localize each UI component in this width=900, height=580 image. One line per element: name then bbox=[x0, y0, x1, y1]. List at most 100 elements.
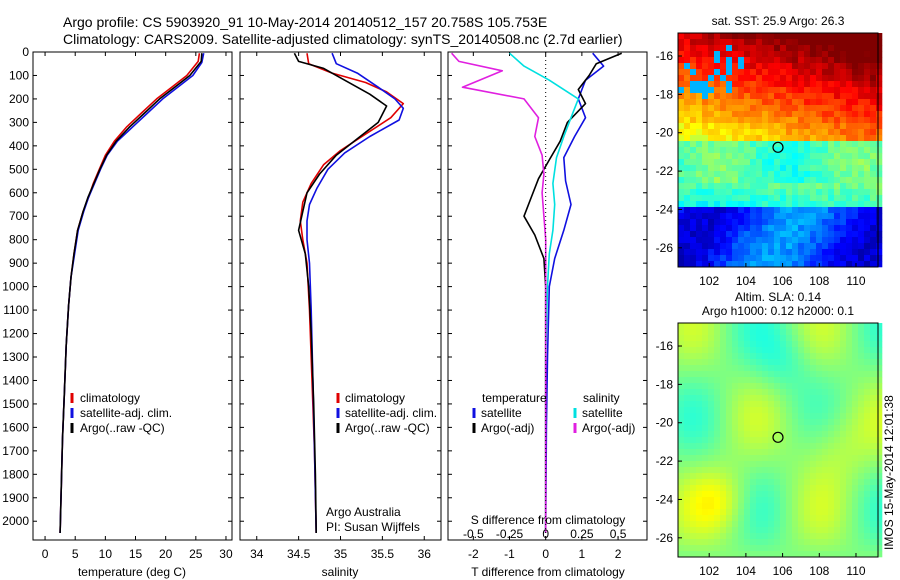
map-cell bbox=[684, 437, 691, 444]
map-cell bbox=[774, 407, 781, 414]
map-cell bbox=[726, 485, 733, 492]
map-cell bbox=[786, 171, 793, 178]
map-cell bbox=[876, 249, 883, 256]
map-cell bbox=[840, 359, 847, 366]
map-cell bbox=[822, 189, 829, 196]
map-cell bbox=[684, 551, 691, 558]
map-cell bbox=[870, 105, 877, 112]
map-cell bbox=[876, 443, 883, 450]
map-cell bbox=[678, 93, 685, 100]
map-cell bbox=[780, 479, 787, 486]
map-cell bbox=[792, 231, 799, 238]
map-cell bbox=[786, 509, 793, 516]
map-cell bbox=[786, 533, 793, 540]
map-cell bbox=[762, 461, 769, 468]
map-cell bbox=[714, 87, 721, 94]
series-line-satellite bbox=[544, 52, 605, 534]
map-cell bbox=[762, 249, 769, 256]
map-cell bbox=[684, 183, 691, 190]
map-cell bbox=[690, 147, 697, 154]
map-cell bbox=[762, 527, 769, 534]
map-cell bbox=[834, 147, 841, 154]
map-cell bbox=[732, 353, 739, 360]
map-cell bbox=[738, 443, 745, 450]
map-cell bbox=[864, 425, 871, 432]
map-cell bbox=[774, 135, 781, 142]
map-cell bbox=[708, 467, 715, 474]
map-cell bbox=[708, 515, 715, 522]
map-cell bbox=[762, 413, 769, 420]
map-cell bbox=[864, 153, 871, 160]
map-cell bbox=[720, 527, 727, 534]
map-cell bbox=[732, 51, 739, 58]
map-cell bbox=[678, 207, 685, 214]
map-cell bbox=[714, 395, 721, 402]
map-cell bbox=[690, 377, 697, 384]
map-cell bbox=[840, 383, 847, 390]
map-cell bbox=[816, 123, 823, 130]
map-cell bbox=[756, 335, 763, 342]
map-cell bbox=[678, 75, 685, 82]
map-cell bbox=[870, 123, 877, 130]
map-cell bbox=[744, 231, 751, 238]
header-line-2: Climatology: CARS2009. Satellite-adjuste… bbox=[63, 31, 623, 47]
map-cell bbox=[876, 69, 883, 76]
map-cell bbox=[720, 359, 727, 366]
map-cell bbox=[810, 87, 817, 94]
map-cell bbox=[756, 383, 763, 390]
map-cell bbox=[804, 341, 811, 348]
map-cell bbox=[750, 329, 757, 336]
map-cell bbox=[690, 153, 697, 160]
map-cell bbox=[690, 479, 697, 486]
map-cell bbox=[846, 425, 853, 432]
map-cell bbox=[762, 383, 769, 390]
map-cell bbox=[702, 135, 709, 142]
map-cell bbox=[852, 147, 859, 154]
map-cell bbox=[792, 165, 799, 172]
map-cell bbox=[816, 455, 823, 462]
map-cell bbox=[786, 329, 793, 336]
map-cell bbox=[846, 527, 853, 534]
map-cell bbox=[738, 105, 745, 112]
map-cell bbox=[744, 437, 751, 444]
map-cell bbox=[738, 171, 745, 178]
map-cell bbox=[768, 159, 775, 166]
map-cell bbox=[840, 123, 847, 130]
map-cell bbox=[780, 105, 787, 112]
map-cell bbox=[750, 377, 757, 384]
map-cell bbox=[792, 431, 799, 438]
map-cell bbox=[708, 485, 715, 492]
map-cell bbox=[732, 153, 739, 160]
map-cell bbox=[726, 117, 733, 124]
map-cell bbox=[786, 479, 793, 486]
map-cell bbox=[828, 249, 835, 256]
map-cell bbox=[768, 111, 775, 118]
map-cell bbox=[792, 39, 799, 46]
map-cell bbox=[816, 147, 823, 154]
map-cell bbox=[846, 225, 853, 232]
map-cell bbox=[768, 401, 775, 408]
map-cell bbox=[780, 153, 787, 160]
map-cell bbox=[726, 419, 733, 426]
y-tick-label: 1000 bbox=[2, 280, 29, 294]
map-cell bbox=[798, 503, 805, 510]
map-cell bbox=[750, 171, 757, 178]
map-cell bbox=[858, 81, 865, 88]
map-cell bbox=[696, 117, 703, 124]
map-cell bbox=[840, 431, 847, 438]
map-cell bbox=[786, 261, 793, 268]
map-cell bbox=[726, 377, 733, 384]
map-cell bbox=[852, 135, 859, 142]
map-cell bbox=[690, 237, 697, 244]
map-cell bbox=[804, 225, 811, 232]
map-cell bbox=[816, 201, 823, 208]
map-cell bbox=[852, 509, 859, 516]
map-cell bbox=[786, 473, 793, 480]
map-cell bbox=[876, 45, 883, 52]
map-cell bbox=[810, 39, 817, 46]
map-cell bbox=[780, 123, 787, 130]
map-cell bbox=[816, 135, 823, 142]
map-cell bbox=[828, 225, 835, 232]
map-cell bbox=[708, 141, 715, 148]
y-tick-label: 600 bbox=[9, 186, 29, 200]
